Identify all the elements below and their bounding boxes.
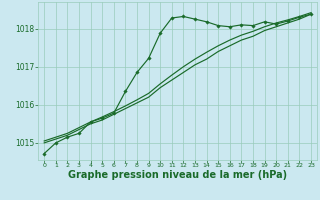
- X-axis label: Graphe pression niveau de la mer (hPa): Graphe pression niveau de la mer (hPa): [68, 170, 287, 180]
